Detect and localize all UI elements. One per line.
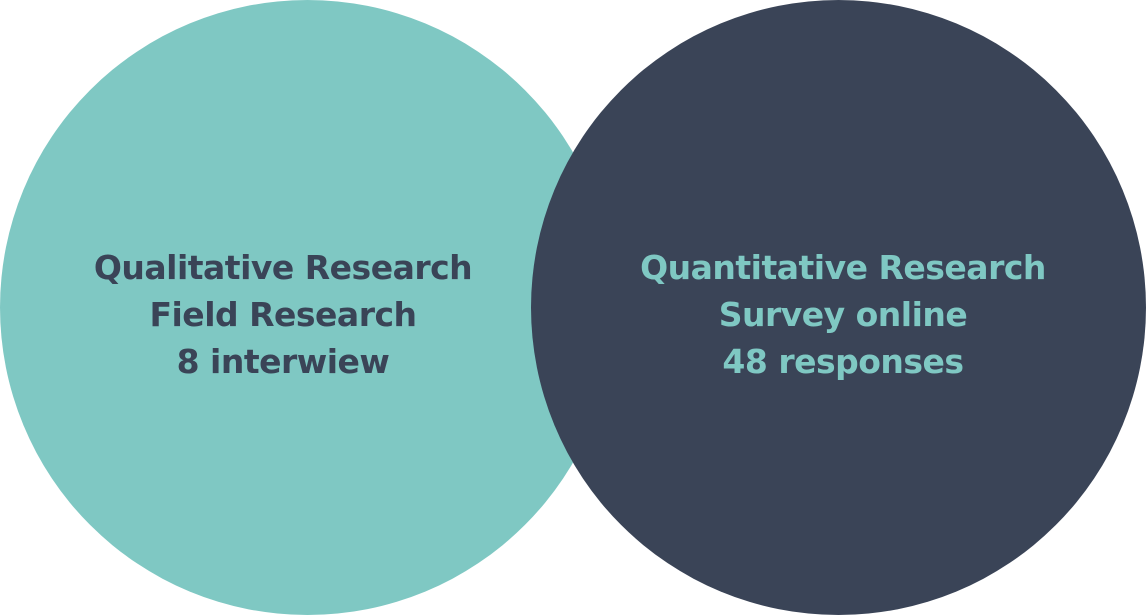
qualitative-method: Field Research [149, 295, 417, 334]
quantitative-count: 48 responses [722, 342, 964, 381]
qualitative-count: 8 interwiew [176, 342, 390, 381]
quantitative-title: Quantitative Research [640, 248, 1046, 287]
quantitative-method: Survey online [718, 295, 968, 334]
qualitative-label: Qualitative Research Field Research 8 in… [23, 244, 543, 385]
quantitative-label: Quantitative Research Survey online 48 r… [583, 244, 1103, 385]
quantitative-circle [531, 0, 1146, 615]
qualitative-circle [0, 0, 615, 615]
qualitative-title: Qualitative Research [93, 248, 473, 287]
